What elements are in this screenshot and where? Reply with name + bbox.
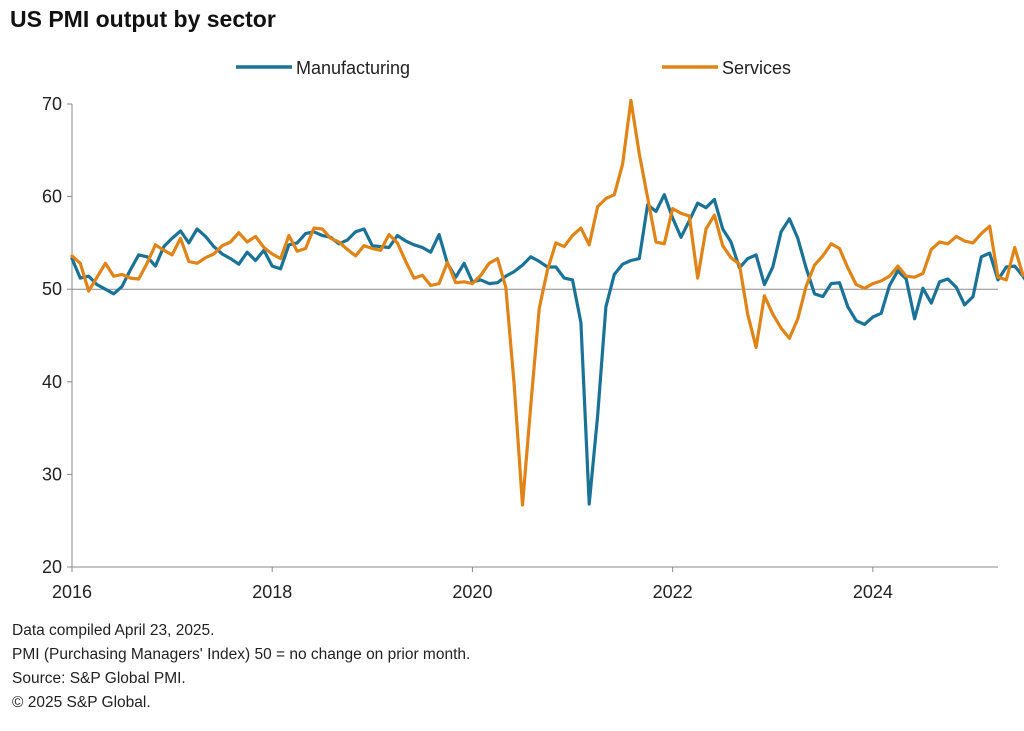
footer-compiled-note: Data compiled April 23, 2025. [12, 622, 215, 639]
x-tick-label: 2018 [252, 582, 292, 602]
y-tick-label: 40 [42, 372, 62, 392]
y-tick-label: 60 [42, 187, 62, 207]
x-tick-label: 2016 [52, 582, 92, 602]
y-tick-label: 50 [42, 279, 62, 299]
footer-source: Source: S&P Global PMI. [12, 670, 186, 687]
legend-label-manufacturing: Manufacturing [296, 58, 410, 78]
footer-copyright: © 2025 S&P Global. [12, 694, 151, 711]
x-tick-label: 2024 [853, 582, 893, 602]
footer-pmi-note: PMI (Purchasing Managers' Index) 50 = no… [12, 646, 471, 663]
legend: Manufacturing Services [236, 58, 791, 78]
axes: 20 30 40 50 60 70 2016 2018 2020 2022 2024 [42, 94, 998, 602]
chart-footer: Data compiled April 23, 2025. PMI (Purch… [12, 619, 470, 715]
legend-label-services: Services [722, 58, 791, 78]
y-tick-label: 30 [42, 464, 62, 484]
series-layer [70, 98, 1024, 507]
series-line-services [70, 98, 1024, 507]
x-tick-label: 2022 [653, 582, 693, 602]
y-tick-label: 20 [42, 557, 62, 577]
series-line-manufacturing [70, 193, 1024, 506]
y-tick-label: 70 [42, 94, 62, 114]
x-tick-label: 2020 [452, 582, 492, 602]
chart-title: US PMI output by sector [10, 6, 276, 32]
